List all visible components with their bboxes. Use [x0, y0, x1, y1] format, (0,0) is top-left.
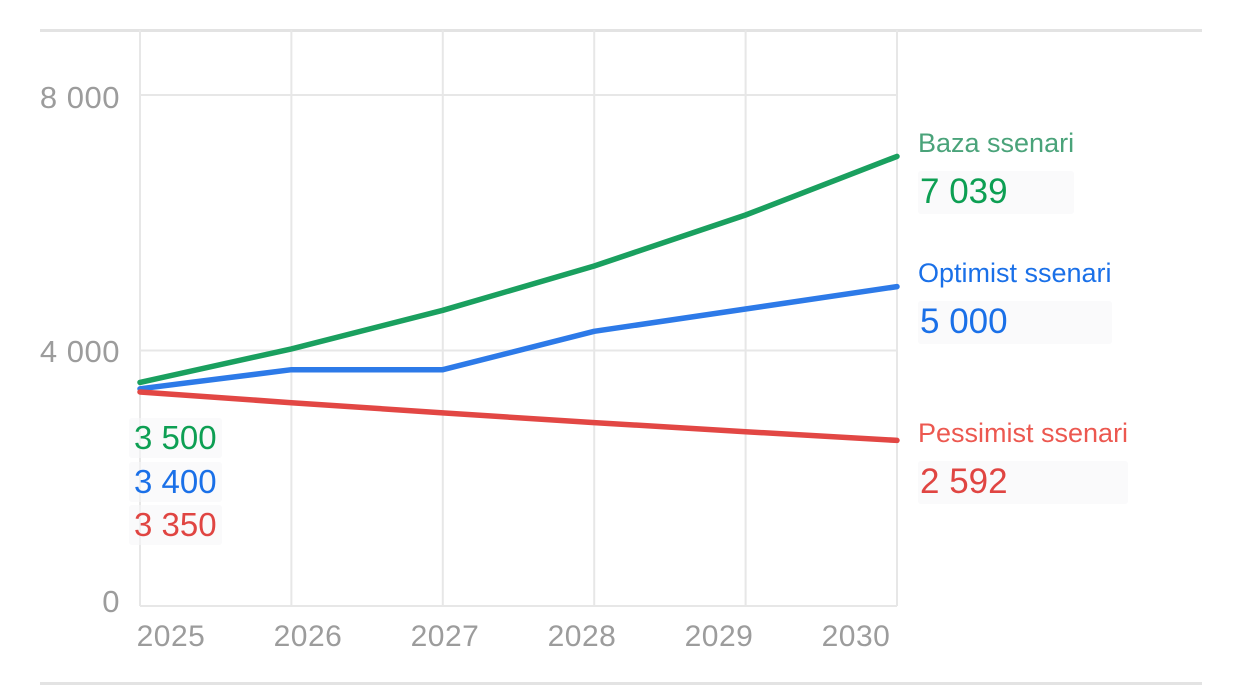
- series-line-baza: [137, 153, 900, 386]
- legend-name-optimist: Optimist ssenari: [918, 258, 1112, 288]
- legend-name-pessimist: Pessimist ssenari: [918, 418, 1129, 448]
- legend-baza: Baza ssenari 7 039: [918, 128, 1075, 214]
- x-tick-2030: 2030: [821, 620, 891, 653]
- legend-optimist: Optimist ssenari 5 000: [918, 258, 1112, 344]
- x-tick-2028: 2028: [547, 620, 617, 653]
- x-tick-2026: 2026: [273, 620, 343, 653]
- x-tick-2027: 2027: [410, 620, 480, 653]
- y-tick-4000: 4 000: [39, 334, 120, 369]
- y-tick-0: 0: [102, 584, 120, 619]
- legend-pessimist: Pessimist ssenari 2 592: [918, 418, 1129, 504]
- start-value-pessimist: 3 350: [129, 505, 222, 545]
- y-tick-8000: 8 000: [39, 80, 120, 115]
- vertical-gridlines: [139, 30, 898, 606]
- series-line-pessimist: [137, 389, 900, 444]
- start-value-baza: 3 500: [129, 418, 222, 458]
- legend-value-pessimist: 2 592: [918, 461, 1129, 504]
- legend-name-baza: Baza ssenari: [918, 128, 1075, 158]
- series-line-optimist: [137, 283, 900, 392]
- legend-value-optimist: 5 000: [918, 301, 1112, 344]
- x-tick-2029: 2029: [684, 620, 754, 653]
- legend-value-baza: 7 039: [918, 171, 1075, 214]
- start-value-optimist: 3 400: [129, 462, 222, 502]
- x-tick-2025: 2025: [136, 620, 206, 653]
